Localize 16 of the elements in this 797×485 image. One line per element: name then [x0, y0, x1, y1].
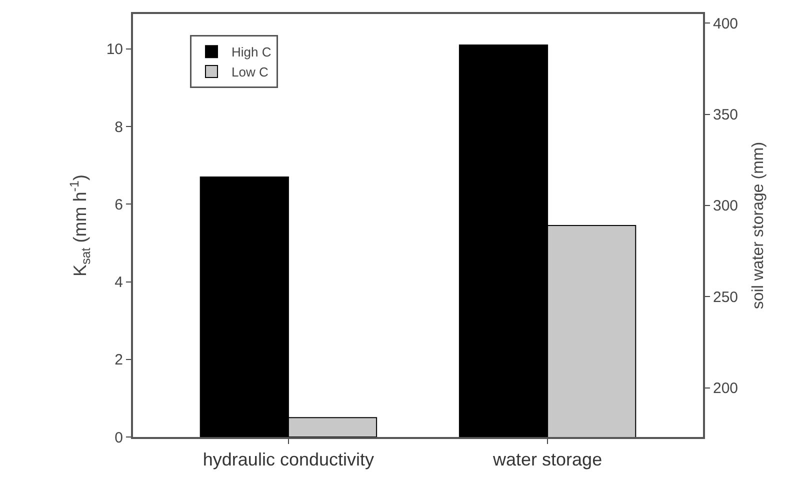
legend-label: High C — [232, 44, 272, 60]
legend-label: Low C — [232, 64, 268, 80]
x-tick-label: water storage — [492, 450, 602, 470]
y-tick-label: 8 — [114, 118, 123, 136]
y2-tick-label: 350 — [713, 106, 738, 124]
y-tick-label: 2 — [114, 352, 123, 369]
y-tick-label: 0 — [114, 429, 123, 446]
y-tick-label: 10 — [106, 41, 123, 58]
y2-tick-label: 300 — [713, 198, 738, 215]
x-tick-label: hydraulic conductivity — [202, 450, 374, 470]
y2-tick-label: 250 — [713, 288, 738, 306]
y-tick-label: 6 — [114, 196, 123, 214]
y-tick-label: 4 — [114, 274, 123, 292]
y2-tick-label: 200 — [713, 380, 738, 398]
y2-tick-label: 400 — [713, 15, 738, 32]
y2-axis-title: soil water storage (mm) — [750, 142, 768, 310]
